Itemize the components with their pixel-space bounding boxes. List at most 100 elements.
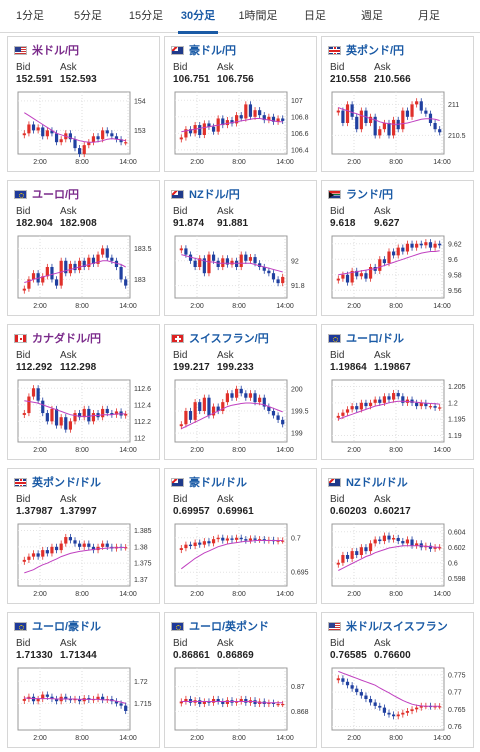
candle-body xyxy=(382,535,386,542)
pair-name-link[interactable]: スイスフラン/円 xyxy=(189,333,269,345)
price-chart[interactable]: 2:00 8:00 14:00 1.385 1.38 1.375 1.37 xyxy=(10,520,158,602)
ask-value: 9.627 xyxy=(374,218,400,229)
pair-card[interactable]: ランド/円 Bid 9.618 Ask 9.627 2:00 8:00 14:00 9.62 9.… xyxy=(321,180,474,316)
price-chart[interactable]: 2:00 8:00 14:00 154 153 xyxy=(10,88,158,170)
candle-body xyxy=(336,678,340,681)
tab-6[interactable]: 週足 xyxy=(361,10,383,22)
pair-card[interactable]: NZドル/ドル Bid 0.60203 Ask 0.60217 2:00 8:00 14:00… xyxy=(321,468,474,604)
tab-7[interactable]: 月足 xyxy=(418,10,440,22)
time-tick-label: 14:00 xyxy=(433,303,451,310)
tab-0[interactable]: 1分足 xyxy=(15,10,45,22)
pair-card[interactable]: ユーロ/英ポンド Bid 0.86861 Ask 0.86869 2:00 8:00 14:0… xyxy=(164,612,317,748)
candle-body xyxy=(50,267,54,280)
pair-name-link[interactable]: 米ドル/円 xyxy=(32,45,80,57)
price-chart[interactable]: 2:00 8:00 14:00 112.6 112.4 112.2 112 xyxy=(10,376,158,458)
pair-header[interactable]: NZドル/ドル xyxy=(328,475,408,489)
pair-name-link[interactable]: ユーロ/豪ドル xyxy=(32,621,102,633)
pair-card[interactable]: 豪ドル/円 Bid 106.751 Ask 106.756 2:00 8:00 14:00 10… xyxy=(164,36,317,172)
ask-label: Ask xyxy=(374,206,391,217)
price-chart[interactable]: 2:00 8:00 14:00 0.7 0.695 xyxy=(167,520,315,602)
candle-body xyxy=(202,258,206,274)
pair-header[interactable]: スイスフラン/円 xyxy=(171,331,269,345)
candle-body xyxy=(396,247,400,256)
price-chart[interactable]: 2:00 8:00 14:00 211 210.5 xyxy=(324,88,472,170)
price-chart[interactable]: 2:00 8:00 14:00 9.62 9.6 9.58 9.56 xyxy=(324,232,472,314)
pair-header[interactable]: ユーロ/円 xyxy=(14,187,79,201)
pair-header[interactable]: ユーロ/ドル xyxy=(328,331,404,345)
pair-header[interactable]: 豪ドル/ドル xyxy=(171,475,247,489)
pair-card[interactable]: 米ドル/スイスフラン Bid 0.76585 Ask 0.76600 2:00 8:00 14… xyxy=(321,612,474,748)
tab-4[interactable]: 1時間足 xyxy=(238,10,278,22)
pair-header[interactable]: 英ポンド/円 xyxy=(328,43,404,57)
pair-header[interactable]: NZドル/円 xyxy=(171,187,240,201)
pair-header[interactable]: 米ドル/スイスフラン xyxy=(328,619,448,633)
ask-value: 182.908 xyxy=(60,218,97,229)
price-chart[interactable]: 2:00 8:00 14:00 183.5 183 xyxy=(10,232,158,314)
candle-body xyxy=(36,388,40,401)
pair-card[interactable]: ユーロ/円 Bid 182.904 Ask 182.908 2:00 8:00 14:00 18… xyxy=(7,180,160,316)
time-tick-label: 14:00 xyxy=(276,303,294,310)
pair-name-link[interactable]: ユーロ/英ポンド xyxy=(189,621,270,633)
pair-header[interactable]: 英ポンド/ドル xyxy=(14,475,101,489)
pair-card[interactable]: スイスフラン/円 Bid 199.217 Ask 199.233 2:00 8:00 14:0… xyxy=(164,324,317,460)
pair-header[interactable]: ユーロ/英ポンド xyxy=(171,619,269,633)
pair-name-link[interactable]: 豪ドル/円 xyxy=(189,45,237,57)
pair-header[interactable]: ランド/円 xyxy=(328,187,393,201)
candle-body xyxy=(188,254,193,261)
tab-5[interactable]: 日足 xyxy=(304,10,326,22)
candle-body xyxy=(225,700,229,704)
pair-card[interactable]: カナダドル/円 Bid 112.292 Ask 112.298 2:00 8:00 14:00… xyxy=(7,324,160,460)
pair-card[interactable]: 米ドル/円 Bid 152.591 Ask 152.593 2:00 8:00 14:00 15… xyxy=(7,36,160,172)
pair-name-link[interactable]: 米ドル/スイスフラン xyxy=(346,621,448,633)
pair-name-link[interactable]: 豪ドル/ドル xyxy=(189,477,248,489)
pair-name-link[interactable]: 英ポンド/ドル xyxy=(32,477,102,489)
pair-header[interactable]: 豪ドル/円 xyxy=(171,43,236,57)
pair-name-link[interactable]: 英ポンド/円 xyxy=(346,45,405,57)
price-chart[interactable]: 2:00 8:00 14:00 200 199.5 199 xyxy=(167,376,315,458)
ask-label: Ask xyxy=(374,638,391,649)
price-tick-label: 112.4 xyxy=(134,402,151,409)
price-chart[interactable]: 2:00 8:00 14:00 0.775 0.77 0.765 0.76 xyxy=(324,664,472,746)
price-chart[interactable]: 2:00 8:00 14:00 107 106.8 106.6 106.4 xyxy=(167,88,315,170)
price-chart[interactable]: 2:00 8:00 14:00 1.205 1.2 1.195 1.19 xyxy=(324,376,472,458)
candle-body xyxy=(253,110,257,117)
candle-body xyxy=(239,254,243,267)
pair-header[interactable]: 米ドル/円 xyxy=(14,43,79,57)
pair-card[interactable]: 英ポンド/ドル Bid 1.37987 Ask 1.37997 2:00 8:00 14:00… xyxy=(7,468,160,604)
pair-card[interactable]: ユーロ/豪ドル Bid 1.71330 Ask 1.71344 2:00 8:00 14:00… xyxy=(7,612,160,748)
pair-card[interactable]: NZドル/円 Bid 91.874 Ask 91.881 2:00 8:00 14:00 92 9… xyxy=(164,180,317,316)
candle-body xyxy=(45,550,49,554)
bid-label: Bid xyxy=(330,638,345,649)
tab-2[interactable]: 15分足 xyxy=(128,10,164,22)
pair-name-link[interactable]: NZドル/円 xyxy=(189,189,240,201)
candle-body xyxy=(424,242,428,246)
pair-header[interactable]: カナダドル/円 xyxy=(14,331,101,345)
pair-card[interactable]: 英ポンド/円 Bid 210.558 Ask 210.566 2:00 8:00 14:00 2… xyxy=(321,36,474,172)
pair-name-link[interactable]: ユーロ/円 xyxy=(32,189,80,201)
pair-card[interactable]: 豪ドル/ドル Bid 0.69957 Ask 0.69961 2:00 8:00 14:00 0… xyxy=(164,468,317,604)
candle-body xyxy=(87,142,91,146)
price-chart[interactable]: 2:00 8:00 14:00 92 91.8 xyxy=(167,232,315,314)
pair-name-link[interactable]: ユーロ/ドル xyxy=(346,333,405,345)
price-tick-label: 0.76 xyxy=(448,724,462,731)
pair-card[interactable]: ユーロ/ドル Bid 1.19864 Ask 1.19867 2:00 8:00 14:00 1… xyxy=(321,324,474,460)
candle-body xyxy=(101,248,105,255)
ask-value: 0.86869 xyxy=(217,650,254,661)
price-chart[interactable]: 2:00 8:00 14:00 0.604 0.602 0.6 0.598 xyxy=(324,520,472,602)
tab-3[interactable]: 30分足 xyxy=(172,0,224,34)
pair-name-link[interactable]: ランド/円 xyxy=(346,189,394,201)
candle-body xyxy=(345,409,350,413)
price-chart[interactable]: 2:00 8:00 14:00 0.87 0.868 xyxy=(167,664,315,746)
pair-header[interactable]: ユーロ/豪ドル xyxy=(14,619,101,633)
tab-1[interactable]: 5分足 xyxy=(73,10,103,22)
candle-body xyxy=(364,547,368,552)
candle-body xyxy=(341,412,345,416)
time-tick-label: 2:00 xyxy=(190,735,204,742)
price-chart[interactable]: 2:00 8:00 14:00 1.72 1.715 xyxy=(10,664,158,746)
currency-grid: 米ドル/円 Bid 152.591 Ask 152.593 2:00 8:00 14:00 15… xyxy=(0,36,480,752)
pair-name-link[interactable]: カナダドル/円 xyxy=(32,333,102,345)
price-tick-label: 1.195 xyxy=(448,417,466,424)
price-tick-label: 211 xyxy=(448,102,459,109)
pair-name-link[interactable]: NZドル/ドル xyxy=(346,477,408,489)
candle-body xyxy=(211,126,216,132)
